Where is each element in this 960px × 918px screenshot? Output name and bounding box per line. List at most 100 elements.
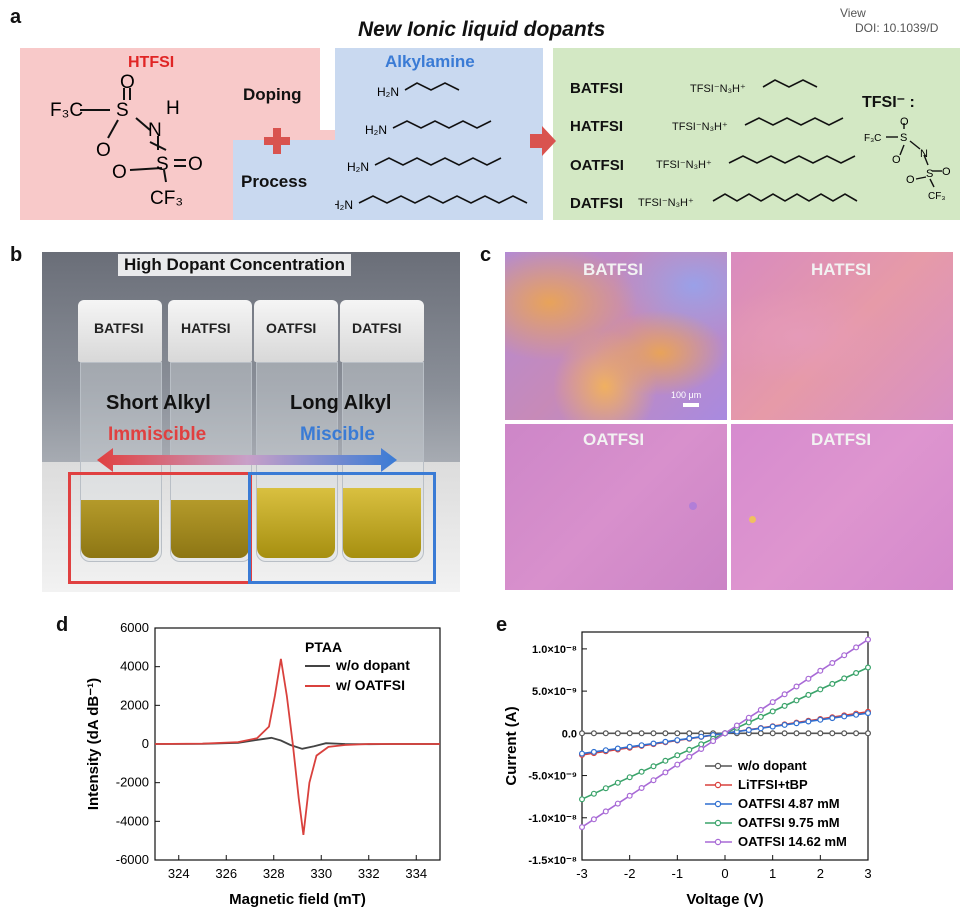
chart-e-point-0 <box>590 730 597 737</box>
micrograph-spot-yellow <box>749 516 756 523</box>
chart-e-point-3 <box>745 719 752 726</box>
chart-e-point-3 <box>757 713 764 720</box>
chart-e-point-2 <box>805 718 812 725</box>
arrow-icon <box>530 126 556 156</box>
chart-e-point-2 <box>578 750 585 757</box>
htfsi-structure: F₃C S O O N H S O O CF₃ <box>50 72 203 209</box>
tfsi-s1: S <box>900 132 907 144</box>
immiscible-frame <box>68 472 252 584</box>
formula-2: TFSI⁻N₃H⁺ <box>672 121 728 133</box>
chart-e-point-0 <box>829 730 836 737</box>
chart-e-point-4 <box>602 808 609 815</box>
chart-e-point-2 <box>590 748 597 755</box>
doi-text[interactable]: DOI: 10.1039/D <box>855 21 939 35</box>
chart-e-point-3 <box>686 746 693 753</box>
chart-e-point-4 <box>722 730 729 737</box>
chart-e-point-0 <box>614 730 621 737</box>
tfsi-o4: O <box>906 174 915 186</box>
chart-d-ytick-label: 4000 <box>120 659 149 674</box>
htfsi-o3: O <box>112 162 127 183</box>
chart-e-point-2 <box>650 740 657 747</box>
chart-e-point-3 <box>769 708 776 715</box>
miscibility-arrow <box>97 448 397 472</box>
long-alkyl-label: Long Alkyl <box>290 392 392 414</box>
chart-e-point-3 <box>865 664 872 671</box>
chart-e-point-0 <box>805 730 812 737</box>
view-text[interactable]: View <box>840 6 866 20</box>
vials-photo: High Dopant Concentration BATFSI HATFSI … <box>42 252 460 592</box>
chart-e-point-3 <box>674 752 681 759</box>
chart-e-point-0 <box>817 730 824 737</box>
chart-e-legend-label: OATFSI 14.62 mM <box>738 834 847 849</box>
chart-e-point-2 <box>817 716 824 723</box>
micrograph-oatfsi: OATFSI <box>505 424 727 590</box>
chart-e-ylabel: Current (A) <box>503 706 520 785</box>
tfsi-n: N <box>920 148 928 160</box>
product-chains <box>712 79 858 202</box>
chart-d-legend-label: w/ OATFSI <box>335 677 405 693</box>
plus-icon <box>264 128 290 154</box>
chart-e-legend-marker <box>714 781 722 789</box>
tfsi-s2: S <box>926 168 933 180</box>
chart-e-ytick-label: 5.0×10⁻⁹ <box>532 686 577 698</box>
chart-d-ytick-label: 0 <box>142 736 149 751</box>
chart-e-point-0 <box>865 730 872 737</box>
tfsi-o1: O <box>900 116 909 128</box>
alkylamine-label: Alkylamine <box>385 52 475 71</box>
chart-e-xtick-label: -3 <box>576 866 588 881</box>
miscible-label: Miscible <box>300 424 375 445</box>
chart-e-point-4 <box>781 691 788 698</box>
chart-e-point-4 <box>626 792 633 799</box>
formula-4: TFSI⁻N₃H⁺ <box>638 197 694 209</box>
chart-d-xtick-label: 326 <box>215 866 237 881</box>
chart-e-point-4 <box>662 769 669 776</box>
htfsi-o4: O <box>188 154 203 175</box>
chart-e-point-2 <box>638 742 645 749</box>
chart-e-point-2 <box>853 711 860 718</box>
chart-e-point-0 <box>769 730 776 737</box>
chart-e-xtick-label: 0 <box>721 866 728 881</box>
micrograph-hatfsi: HATFSI <box>731 252 953 420</box>
htfsi-f3c: F₃C <box>50 100 83 121</box>
chart-e-point-4 <box>841 652 848 659</box>
chart-e-point-3 <box>578 796 585 803</box>
panel-a-label: a <box>10 6 22 28</box>
tfsi-legend: TFSI⁻ : <box>862 94 915 111</box>
htfsi-o2: O <box>96 140 111 161</box>
panel-d-label: d <box>56 614 69 636</box>
chart-e-point-0 <box>853 730 860 737</box>
chart-e-point-4 <box>578 824 585 831</box>
tfsi-cf3: CF₃ <box>928 191 945 202</box>
chart-e-point-4 <box>614 800 621 807</box>
product-box <box>553 48 960 220</box>
formula-1: TFSI⁻N₃H⁺ <box>690 83 746 95</box>
chart-e-point-0 <box>686 730 693 737</box>
chart-d-ytick-label: -4000 <box>116 813 149 828</box>
panel-b-title: High Dopant Concentration <box>118 254 351 276</box>
chart-e-point-4 <box>769 699 776 706</box>
vial-1 <box>78 300 162 562</box>
chart-e-point-2 <box>698 733 705 740</box>
micrograph-label-oatfsi: OATFSI <box>583 430 645 449</box>
chart-e-point-4 <box>698 746 705 753</box>
scale-bar <box>683 403 699 407</box>
amine-head-2: H₂N <box>365 123 387 137</box>
micrograph-batfsi: BATFSI 100 μm <box>505 252 727 420</box>
chart-e-point-4 <box>853 644 860 651</box>
tfsi-o2: O <box>892 154 901 166</box>
chart-e-point-3 <box>650 763 657 770</box>
chart-e-point-2 <box>757 725 764 732</box>
chart-d-xtick-label: 330 <box>310 866 332 881</box>
chart-e-point-4 <box>805 675 812 682</box>
panel-a-title: New Ionic liquid dopants <box>358 18 606 41</box>
amine-structures: H₂N H₂N H₂N H₂N <box>335 82 528 212</box>
tfsi-structure: F₃C S O O N S O O CF₃ <box>864 116 951 202</box>
chart-e-point-4 <box>745 714 752 721</box>
product-oatfsi: OATFSI <box>570 157 624 174</box>
chart-e-legend-label: OATFSI 9.75 mM <box>738 815 840 830</box>
short-alkyl-label: Short Alkyl <box>106 392 211 414</box>
chart-e-point-0 <box>662 730 669 737</box>
chart-e-point-4 <box>710 738 717 745</box>
chart-e-point-3 <box>817 686 824 693</box>
chart-e-point-3 <box>841 675 848 682</box>
